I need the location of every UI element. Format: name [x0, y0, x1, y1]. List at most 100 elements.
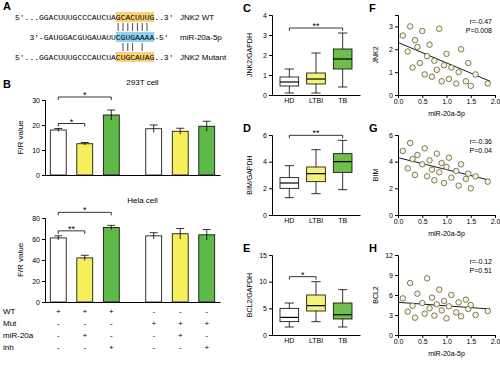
sequence-part: 5'...GGACUUUGCCCAUCUA [15, 53, 116, 62]
y-tick-label: 6 [263, 132, 267, 139]
point [473, 72, 479, 78]
whisker-cap [285, 303, 294, 304]
x-axis: 0.00.51.01.52.0 [394, 215, 500, 225]
point [429, 295, 435, 301]
y-axis-line [269, 256, 273, 336]
point [441, 63, 447, 69]
y-tick: 12 [385, 252, 398, 259]
x-tick: 1.0 [442, 335, 452, 345]
y-tick-label: 2 [263, 185, 267, 192]
x-tick-label: 0.0 [394, 338, 404, 345]
y-tick-label: 4 [389, 158, 393, 165]
x-tick-label: 2.0 [491, 338, 500, 345]
point [419, 162, 425, 168]
bar [77, 258, 93, 302]
table-row-name: Mut [3, 319, 17, 328]
error-bar [180, 229, 181, 240]
point [432, 313, 438, 319]
point [410, 303, 416, 309]
whisker-cap [338, 289, 347, 290]
bar [50, 238, 66, 302]
point [400, 33, 406, 39]
point [424, 53, 430, 59]
median [307, 305, 326, 306]
x-tick-label: LTBI [309, 97, 323, 104]
y-tick: 30 [32, 97, 45, 104]
y-tick: 6 [389, 132, 398, 139]
box [307, 295, 326, 311]
error-bar [111, 225, 112, 229]
y-tick-mark [269, 215, 272, 216]
points [398, 276, 490, 322]
x-tick-label: 2.0 [491, 98, 500, 105]
significance-label: * [70, 117, 74, 127]
x-tick: LTBI [309, 97, 323, 104]
point [432, 178, 438, 184]
sequence-panel: 5'...GGACUUUGCCCAUCUAGCACUUUG..3'JNK2 WT… [15, 12, 227, 62]
sequence-part: CGUGAAAA [116, 33, 155, 42]
table-row-name: miR-20a [3, 331, 34, 340]
point [434, 302, 440, 308]
whisker-cap [311, 321, 320, 322]
table-cell: - [57, 319, 60, 328]
y-tick: 20 [32, 278, 45, 285]
point [436, 287, 442, 293]
table-cell: - [57, 331, 60, 340]
point [427, 158, 433, 164]
x-tick-label: HD [284, 97, 294, 104]
y-axis: 020406080 [32, 215, 45, 306]
x-tick-label: LTBI [309, 217, 323, 224]
x-tick: HD [284, 337, 294, 344]
panel-label: B [3, 78, 11, 90]
whisker-cap [311, 149, 320, 150]
y-axis-title: F/R value [16, 120, 25, 155]
sequence-highlight [116, 32, 154, 42]
x-tick: 2.0 [491, 335, 500, 345]
sequence: 5'...GGACUUUGCCCAUCUACUGCAUAG..3' [15, 53, 173, 62]
error-bar [58, 129, 59, 132]
bar-panel: 0102030293T cellF/R value** [16, 78, 221, 179]
pair-line [127, 43, 128, 51]
panel-label: A [3, 0, 11, 12]
whisker [342, 290, 343, 303]
point [444, 51, 450, 57]
y-tick-label: 60 [32, 236, 40, 243]
point [473, 312, 479, 318]
x-tick-label: 1.5 [466, 98, 476, 105]
y-tick-mark [395, 275, 398, 276]
box-panel: 0246HDLTBITBBIM/GAPDH** [246, 128, 361, 224]
point [453, 168, 459, 174]
y-axis-title: BIM [372, 169, 379, 182]
y-tick: 5 [263, 305, 272, 312]
bar-panel: 020406080Hela cellF/R value***WT+++---Mu… [3, 196, 221, 352]
table-cell: - [83, 343, 86, 352]
x-tick: 1.5 [466, 95, 476, 105]
y-tick: 3 [263, 32, 272, 39]
whisker [316, 282, 317, 295]
x-tick: TB [338, 97, 347, 104]
y-tick-mark [395, 255, 398, 256]
boxes [280, 140, 352, 197]
box [307, 167, 326, 182]
sequence-part: CUGCAUAG [116, 53, 155, 62]
y-tick-label: 0 [36, 172, 40, 179]
y-tick: 10 [32, 147, 45, 154]
y-axis-line [395, 136, 399, 216]
x-axis [46, 302, 221, 303]
box [280, 308, 299, 321]
error-cap [54, 235, 62, 236]
y-tick-mark [42, 150, 45, 151]
point [400, 296, 406, 302]
error-cap [150, 232, 158, 233]
x-tick-label: 1.0 [442, 98, 452, 105]
sequence: 3'-GAUGGACGUGAUAUUCGUGAAAA-5' [29, 33, 168, 42]
y-tick-label: 0 [263, 92, 267, 99]
y-axis-title: JNK2/GAPDH [246, 33, 253, 77]
table-cell: - [110, 319, 113, 328]
table-cell: - [57, 343, 60, 352]
point [485, 308, 491, 314]
whisker [316, 182, 317, 194]
bars [50, 110, 214, 175]
error-cap [54, 128, 62, 129]
annotation: P=0.51 [470, 267, 492, 274]
